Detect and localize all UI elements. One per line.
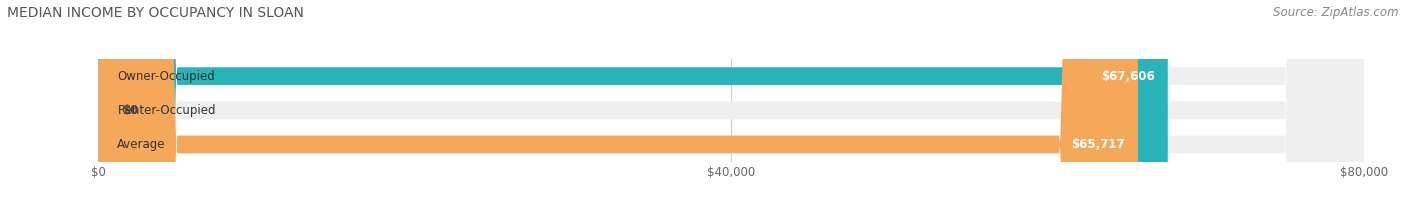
Text: MEDIAN INCOME BY OCCUPANCY IN SLOAN: MEDIAN INCOME BY OCCUPANCY IN SLOAN: [7, 6, 304, 20]
Text: Renter-Occupied: Renter-Occupied: [118, 104, 217, 117]
Text: $0: $0: [122, 104, 138, 117]
Text: Source: ZipAtlas.com: Source: ZipAtlas.com: [1274, 6, 1399, 19]
FancyBboxPatch shape: [98, 0, 1137, 197]
FancyBboxPatch shape: [98, 0, 1168, 197]
FancyBboxPatch shape: [98, 0, 1364, 197]
Text: Owner-Occupied: Owner-Occupied: [118, 70, 215, 83]
FancyBboxPatch shape: [98, 0, 1364, 197]
Text: $65,717: $65,717: [1071, 138, 1125, 151]
Text: $67,606: $67,606: [1101, 70, 1156, 83]
Text: Average: Average: [118, 138, 166, 151]
FancyBboxPatch shape: [98, 0, 1364, 197]
